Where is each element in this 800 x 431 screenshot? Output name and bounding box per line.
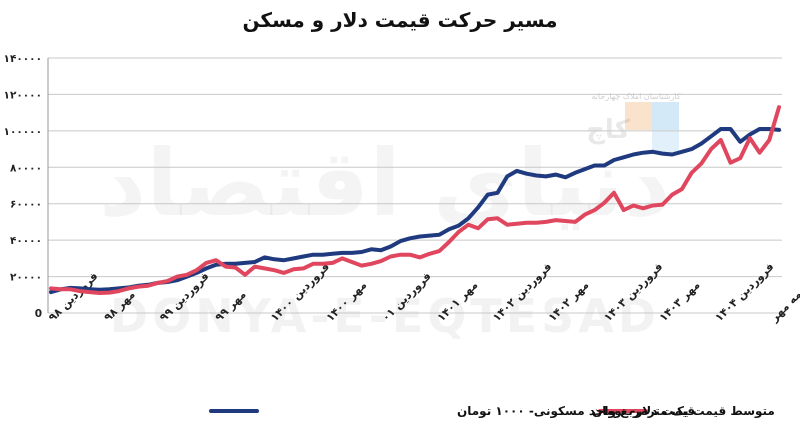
- y-tick-label: ۱۲۰۰۰۰: [4, 89, 42, 101]
- chart-title: مسیر حرکت قیمت دلار و مسکن: [242, 8, 558, 32]
- watermark-logo: کاچ: [586, 115, 631, 145]
- x-tick-label: مهر ۱۴۰۳: [657, 278, 703, 324]
- watermark-latin: DONYA-E-EQTESAD: [110, 289, 660, 343]
- y-tick-label: ۱۰۰۰۰۰: [4, 126, 42, 138]
- y-tick-label: 0: [35, 308, 42, 320]
- x-tick-label: فروردین ۱۴۰۴: [712, 260, 776, 324]
- watermark-logo-caption: کارشناسان املاک چهارخانه: [591, 92, 680, 101]
- series-line: [49, 127, 781, 295]
- y-tick-label: ۸۰۰۰۰: [10, 162, 42, 174]
- x-tick-label: فروردین ۹۸: [46, 270, 101, 325]
- grid: [48, 57, 782, 314]
- logo-square: [625, 102, 652, 130]
- series-line: [49, 105, 781, 295]
- y-tick-label: ۴۰۰۰۰: [10, 235, 42, 247]
- legend-label: قیمت دلار- تومان: [592, 404, 695, 419]
- legend-label: متوسط قیمت یک مترمربع واحد مسکونی- ۱۰۰۰ …: [457, 404, 775, 419]
- logo-square: [652, 130, 679, 154]
- series-lines: [49, 105, 781, 295]
- y-tick-label: ۲۰۰۰۰: [10, 272, 42, 284]
- watermark-persian: دنیای اقتصاد: [99, 130, 671, 237]
- y-tick-label: ۱۴۰۰۰۰: [4, 53, 42, 65]
- logo-square: [652, 102, 679, 130]
- x-tick-label: نیمه مهر: [767, 281, 800, 324]
- y-tick-label: ۶۰۰۰۰: [10, 199, 42, 211]
